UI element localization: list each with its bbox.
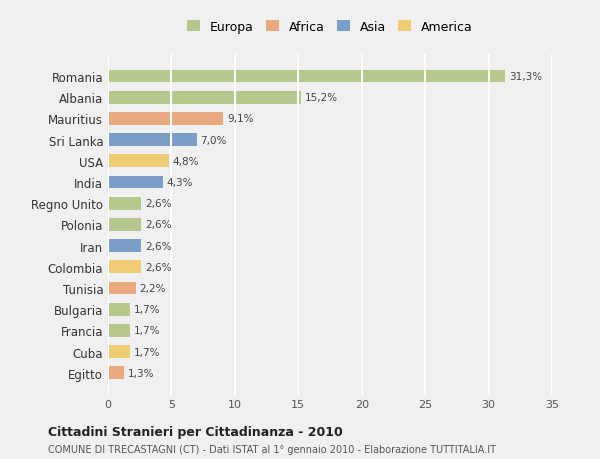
Bar [108, 71, 505, 83]
Text: 7,0%: 7,0% [200, 135, 227, 146]
Bar [108, 261, 141, 274]
Bar [108, 155, 169, 168]
Text: 9,1%: 9,1% [227, 114, 254, 124]
Text: 2,6%: 2,6% [145, 241, 171, 251]
Bar [108, 282, 136, 295]
Bar [108, 367, 124, 379]
Text: 2,6%: 2,6% [145, 220, 171, 230]
Bar [108, 240, 141, 252]
Text: COMUNE DI TRECASTAGNI (CT) - Dati ISTAT al 1° gennaio 2010 - Elaborazione TUTTIT: COMUNE DI TRECASTAGNI (CT) - Dati ISTAT … [48, 444, 496, 454]
Text: 1,7%: 1,7% [133, 304, 160, 314]
Text: 1,7%: 1,7% [133, 347, 160, 357]
Bar [108, 325, 130, 337]
Text: 1,3%: 1,3% [128, 368, 155, 378]
Text: 4,8%: 4,8% [173, 157, 199, 167]
Text: 15,2%: 15,2% [305, 93, 338, 103]
Text: 2,6%: 2,6% [145, 199, 171, 209]
Bar [108, 176, 163, 189]
Bar [108, 346, 130, 358]
Text: 4,3%: 4,3% [166, 178, 193, 188]
Bar [108, 197, 141, 210]
Bar [108, 92, 301, 104]
Bar [108, 303, 130, 316]
Text: 2,2%: 2,2% [140, 283, 166, 293]
Bar [108, 113, 223, 125]
Text: 2,6%: 2,6% [145, 262, 171, 272]
Text: 1,7%: 1,7% [133, 326, 160, 336]
Text: 31,3%: 31,3% [509, 72, 542, 82]
Text: Cittadini Stranieri per Cittadinanza - 2010: Cittadini Stranieri per Cittadinanza - 2… [48, 425, 343, 438]
Legend: Europa, Africa, Asia, America: Europa, Africa, Asia, America [184, 17, 476, 38]
Bar [108, 134, 197, 147]
Bar [108, 218, 141, 231]
